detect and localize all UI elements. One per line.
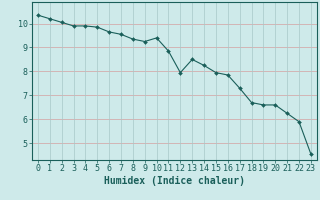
X-axis label: Humidex (Indice chaleur): Humidex (Indice chaleur) bbox=[104, 176, 245, 186]
